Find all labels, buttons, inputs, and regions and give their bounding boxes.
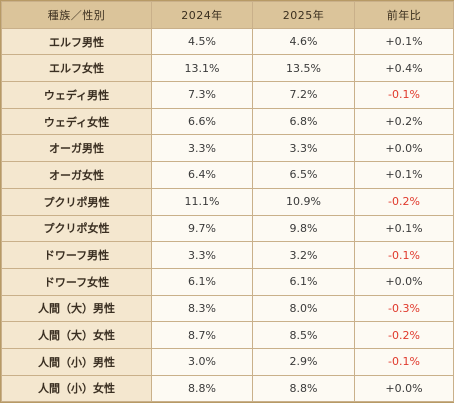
table-row: ドワーフ女性 6.1% 6.1% +0.0%	[1, 267, 454, 296]
table-row: ウェディ女性 6.6% 6.8% +0.2%	[1, 107, 454, 136]
value-2025: 7.2%	[252, 81, 355, 109]
value-2025: 9.8%	[252, 214, 355, 243]
row-label: プクリポ男性	[1, 187, 152, 216]
table-row: オーガ男性 3.3% 3.3% +0.0%	[1, 134, 454, 163]
value-2024: 9.7%	[151, 214, 253, 243]
value-yoy-change: -0.1%	[354, 241, 454, 269]
row-label: エルフ男性	[1, 27, 152, 56]
value-2024: 6.1%	[151, 267, 253, 296]
value-yoy-change: +0.1%	[354, 161, 454, 189]
value-2025: 6.1%	[252, 267, 355, 296]
value-yoy-change: +0.2%	[354, 107, 454, 136]
row-label: 人間（大）女性	[1, 321, 152, 349]
value-yoy-change: +0.0%	[354, 134, 454, 163]
row-label: 人間（小）女性	[1, 374, 152, 403]
header-row: 種族／性別 2024年 2025年 前年比	[1, 1, 454, 29]
table-row: 人間（大）男性 8.3% 8.0% -0.3%	[1, 294, 454, 323]
value-2025: 6.5%	[252, 161, 355, 189]
table-body: エルフ男性 4.5% 4.6% +0.1% エルフ女性 13.1% 13.5% +0.4% ウェ…	[1, 27, 454, 403]
table-row: 人間（小）男性 3.0% 2.9% -0.1%	[1, 347, 454, 376]
row-label: オーガ男性	[1, 134, 152, 163]
header-2024: 2024年	[151, 1, 253, 29]
value-2024: 4.5%	[151, 27, 253, 56]
row-label: オーガ女性	[1, 161, 152, 189]
row-label: プクリポ女性	[1, 214, 152, 243]
value-2025: 8.5%	[252, 321, 355, 349]
row-label: ウェディ女性	[1, 107, 152, 136]
value-2024: 7.3%	[151, 81, 253, 109]
table-row: エルフ男性 4.5% 4.6% +0.1%	[1, 27, 454, 56]
table-row: プクリポ女性 9.7% 9.8% +0.1%	[1, 214, 454, 243]
value-2024: 8.3%	[151, 294, 253, 323]
value-yoy-change: -0.3%	[354, 294, 454, 323]
row-label: ウェディ男性	[1, 81, 152, 109]
value-yoy-change: +0.0%	[354, 267, 454, 296]
value-2025: 3.3%	[252, 134, 355, 163]
table-header: 種族／性別 2024年 2025年 前年比	[1, 1, 454, 29]
value-yoy-change: +0.1%	[354, 27, 454, 56]
table-row: エルフ女性 13.1% 13.5% +0.4%	[1, 54, 454, 83]
row-label: 人間（大）男性	[1, 294, 152, 323]
value-yoy-change: -0.2%	[354, 187, 454, 216]
value-2024: 8.7%	[151, 321, 253, 349]
header-yoy: 前年比	[354, 1, 454, 29]
value-2024: 13.1%	[151, 54, 253, 83]
row-label: ドワーフ女性	[1, 267, 152, 296]
value-2024: 3.3%	[151, 134, 253, 163]
value-2024: 3.3%	[151, 241, 253, 269]
table-row: 人間（小）女性 8.8% 8.8% +0.0%	[1, 374, 454, 403]
value-yoy-change: +0.0%	[354, 374, 454, 403]
value-2025: 4.6%	[252, 27, 355, 56]
value-2024: 11.1%	[151, 187, 253, 216]
value-2025: 10.9%	[252, 187, 355, 216]
table-row: オーガ女性 6.4% 6.5% +0.1%	[1, 161, 454, 189]
row-label: ドワーフ男性	[1, 241, 152, 269]
table-row: プクリポ男性 11.1% 10.9% -0.2%	[1, 187, 454, 216]
value-yoy-change: -0.2%	[354, 321, 454, 349]
header-2025: 2025年	[252, 1, 355, 29]
value-2025: 13.5%	[252, 54, 355, 83]
value-2025: 3.2%	[252, 241, 355, 269]
value-2025: 8.0%	[252, 294, 355, 323]
value-2024: 3.0%	[151, 347, 253, 376]
table-row: 人間（大）女性 8.7% 8.5% -0.2%	[1, 321, 454, 349]
value-yoy-change: -0.1%	[354, 347, 454, 376]
table-row: ドワーフ男性 3.3% 3.2% -0.1%	[1, 241, 454, 269]
value-yoy-change: +0.1%	[354, 214, 454, 243]
value-yoy-change: +0.4%	[354, 54, 454, 83]
value-2024: 6.6%	[151, 107, 253, 136]
value-yoy-change: -0.1%	[354, 81, 454, 109]
header-race-gender: 種族／性別	[1, 1, 152, 29]
value-2025: 2.9%	[252, 347, 355, 376]
table-row: ウェディ男性 7.3% 7.2% -0.1%	[1, 81, 454, 109]
value-2025: 8.8%	[252, 374, 355, 403]
value-2024: 8.8%	[151, 374, 253, 403]
value-2024: 6.4%	[151, 161, 253, 189]
row-label: エルフ女性	[1, 54, 152, 83]
row-label: 人間（小）男性	[1, 347, 152, 376]
value-2025: 6.8%	[252, 107, 355, 136]
